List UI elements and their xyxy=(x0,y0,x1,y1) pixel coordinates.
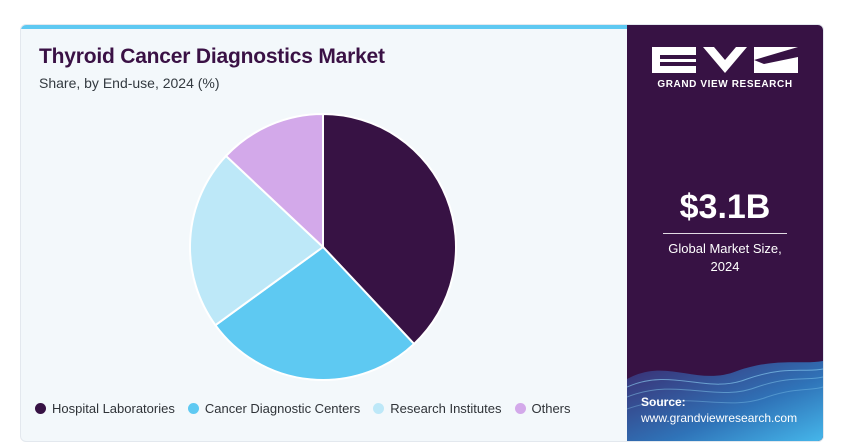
legend-label: Cancer Diagnostic Centers xyxy=(204,401,361,416)
legend-swatch xyxy=(35,403,46,414)
accent-bar xyxy=(21,25,627,29)
report-card: Thyroid Cancer Diagnostics Market Share,… xyxy=(20,24,824,442)
chart-title: Thyroid Cancer Diagnostics Market xyxy=(39,45,385,68)
pie-chart xyxy=(189,112,457,381)
source-label: Source: xyxy=(641,395,686,409)
source-url[interactable]: www.grandviewresearch.com xyxy=(641,411,798,425)
market-size-value: $3.1B xyxy=(679,188,771,226)
market-size-label-line: Global Market Size, xyxy=(668,241,782,256)
chart-panel: Thyroid Cancer Diagnostics Market Share,… xyxy=(21,25,627,441)
legend-item-others: Others xyxy=(514,401,571,416)
summary-sidebar: GRAND VIEW RESEARCH $3.1B Global Market … xyxy=(627,25,823,441)
wave-decoration xyxy=(627,361,823,441)
legend-label: Research Institutes xyxy=(390,401,502,416)
legend-swatch xyxy=(373,403,385,414)
divider xyxy=(663,233,787,234)
legend-item-research-institutes: Research Institutes xyxy=(373,401,502,416)
legend-label: Hospital Laboratories xyxy=(52,401,175,416)
market-size-label: Global Market Size, 2024 xyxy=(627,240,823,276)
pie-slice-others xyxy=(224,112,324,250)
market-size-label-year: 2024 xyxy=(710,259,740,274)
source-note: Source: www.grandviewresearch.com xyxy=(641,394,797,426)
legend-item-hospital-laboratories: Hospital Laboratories xyxy=(35,401,175,416)
legend-swatch xyxy=(514,403,526,414)
chart-subtitle: Share, by End-use, 2024 (%) xyxy=(39,75,220,91)
legend-item-cancer-diagnostic-centers: Cancer Diagnostic Centers xyxy=(187,401,361,416)
legend-label: Others xyxy=(531,401,571,416)
brand-logo: GRAND VIEW RESEARCH xyxy=(652,47,798,90)
brand-name: GRAND VIEW RESEARCH xyxy=(657,79,793,90)
pie-slice-cancer-diagnostic-centers xyxy=(214,245,416,381)
pie-slice-research-institutes xyxy=(189,154,325,327)
legend-swatch xyxy=(187,403,199,414)
pie-slice-hospital-laboratories xyxy=(322,112,457,346)
brand-logo-icon xyxy=(652,47,798,73)
chart-legend: Hospital Laboratories Cancer Diagnostic … xyxy=(35,401,584,416)
